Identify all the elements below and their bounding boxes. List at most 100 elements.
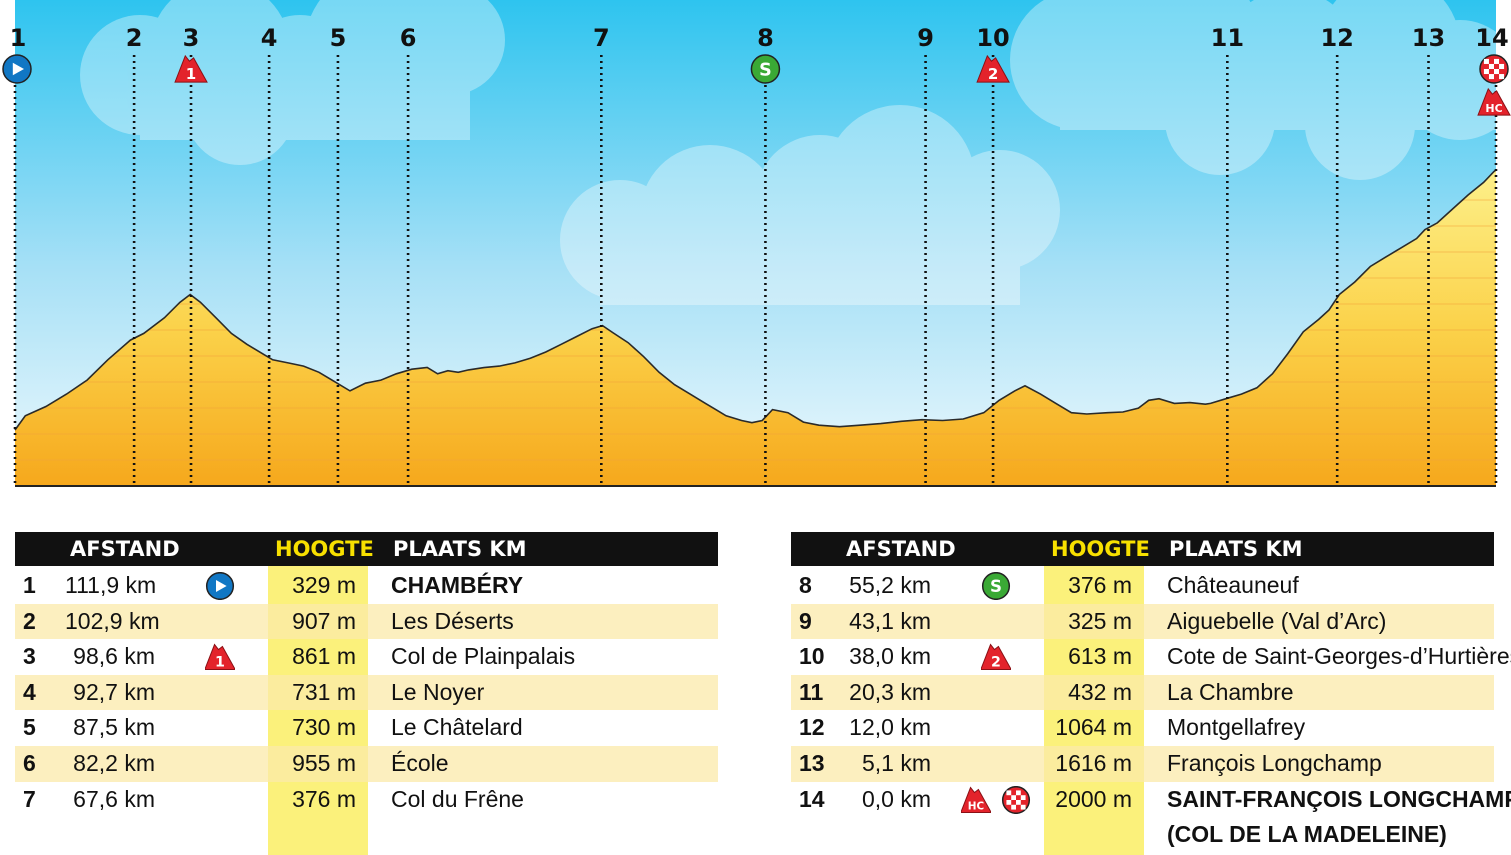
waypoint-index: 11 [799, 678, 824, 705]
waypoint-marker: 2 [126, 24, 143, 486]
table-row-continuation: (COL DE LA MADELEINE) [791, 817, 1494, 853]
distance-value: 38,0 km [849, 643, 931, 670]
distance-value: 82,2 km [73, 750, 155, 776]
altitude-value: 730 m [292, 714, 356, 741]
table-row: 9 43,1 km 325 m Aiguebelle (Val d’Arc) [791, 603, 1494, 640]
distance-value: 12,0 km [849, 714, 931, 741]
distance-value: 111,9 km [65, 572, 157, 598]
distance-value: 5,1 km [861, 750, 931, 776]
header-distance: AFSTAND [70, 537, 180, 561]
place-name-line-2: (COL DE LA MADELEINE) [1167, 821, 1447, 848]
svg-text:HC: HC [1485, 102, 1502, 115]
table-header: AFSTAND HOOGTE PLAATS KM [15, 532, 718, 566]
waypoint-number: 5 [330, 24, 347, 52]
waypoint-marker: 4 [261, 24, 277, 486]
place-name: Le Châtelard [391, 714, 523, 741]
category-2-climb-icon: 2 [976, 54, 1010, 83]
place-name: CHAMBÉRY [391, 572, 524, 598]
waypoint-number: 10 [976, 24, 1009, 52]
altitude-value: 432 m [1068, 678, 1132, 705]
waypoint-number: 3 [183, 24, 200, 52]
waypoint-marker: 31 [174, 24, 208, 486]
table-row: 12 12,0 km 1064 m Montgellafrey [791, 710, 1494, 746]
place-name: Les Déserts [391, 607, 514, 634]
waypoint-index: 6 [23, 750, 36, 776]
waypoint-marker: 14 HC [1475, 24, 1511, 486]
place-name: François Longchamp [1167, 750, 1382, 776]
waypoint-index: 2 [23, 607, 36, 634]
category-1-climb-icon: 1 [174, 54, 208, 83]
place-name: Col de Plainpalais [391, 643, 576, 670]
table-row: 11 20,3 km 432 m La Chambre [791, 674, 1494, 711]
finish-checkered-icon [1001, 785, 1031, 814]
distance-value: 0,0 km [861, 785, 931, 812]
header-altitude: HOOGTE [275, 537, 374, 561]
sprint-s-icon: S [750, 54, 781, 84]
altitude-value: 907 m [292, 607, 356, 634]
waypoint-index: 1 [23, 572, 36, 598]
waypoint-index: 10 [799, 643, 825, 670]
table-header: AFSTAND HOOGTE PLAATS KM [791, 532, 1494, 566]
table-row: 4 92,7 km 731 m Le Noyer [15, 674, 718, 711]
waypoint-table-right: AFSTAND HOOGTE PLAATS KM 8 55,2 km S 376 m C… [791, 532, 1511, 855]
altitude-value: 613 m [1068, 643, 1132, 670]
waypoint-marker: 11 [1211, 24, 1244, 486]
waypoint-index: 3 [23, 643, 36, 670]
svg-text:S: S [990, 577, 1002, 596]
place-name: École [391, 750, 449, 776]
waypoint-number: 2 [126, 24, 143, 52]
waypoint-marker: 1 [2, 24, 32, 486]
table-row: 14 0,0 km HC 2000 m SAINT-FRANÇOIS LONGCHAMP [791, 782, 1511, 818]
place-name: Montgellafrey [1167, 714, 1306, 741]
place-name: SAINT-FRANÇOIS LONGCHAMP [1167, 785, 1511, 812]
place-name: La Chambre [1167, 678, 1294, 705]
waypoint-marker: 12 [1320, 24, 1354, 486]
waypoint-number: 12 [1320, 24, 1353, 52]
waypoint-marker: 10 2 [976, 24, 1010, 486]
distance-value: 43,1 km [849, 607, 931, 634]
waypoint-index: 7 [23, 785, 36, 812]
start-play-icon [2, 54, 32, 84]
category-1-climb-icon: 1 [205, 643, 235, 671]
svg-text:2: 2 [991, 655, 1001, 671]
category-1-climb-icon: 1 [205, 643, 235, 671]
altitude-value: 861 m [292, 643, 356, 670]
waypoint-number: 14 [1475, 24, 1508, 52]
waypoint-index: 14 [799, 785, 825, 812]
category-2-climb-icon: 2 [981, 643, 1011, 671]
finish-checkered-icon [1001, 785, 1031, 814]
table-row: 2 102,9 km 907 m Les Déserts [15, 603, 718, 640]
hors-categorie-climb-icon: HC [961, 786, 991, 813]
start-play-icon [205, 572, 235, 600]
waypoint-marker: 8S [750, 24, 781, 486]
svg-text:1: 1 [215, 655, 225, 671]
svg-text:1: 1 [186, 65, 196, 83]
waypoint-number: 13 [1412, 24, 1445, 52]
header-distance: AFSTAND [846, 537, 956, 561]
altitude-value: 376 m [292, 785, 356, 812]
table-row: 5 87,5 km 730 m Le Châtelard [15, 710, 718, 746]
altitude-value: 2000 m [1055, 785, 1132, 812]
table-row: 13 5,1 km 1616 m François Longchamp [791, 746, 1494, 782]
waypoint-marker: 6 [400, 24, 417, 486]
waypoint-number: 6 [400, 24, 417, 52]
waypoint-marker: 5 [330, 24, 347, 486]
distance-value: 98,6 km [73, 643, 155, 670]
distance-value: 87,5 km [73, 714, 155, 741]
place-name: Châteauneuf [1167, 572, 1299, 598]
svg-text:S: S [759, 60, 772, 80]
distance-value: 55,2 km [849, 572, 931, 598]
category-2-climb-icon: 2 [981, 643, 1011, 671]
waypoint-number: 9 [917, 24, 934, 52]
waypoint-table-left: AFSTAND HOOGTE PLAATS KM 1 111,9 km 329 m C… [15, 532, 718, 855]
altitude-value: 1616 m [1055, 750, 1132, 776]
sprint-s-icon: S [981, 572, 1011, 600]
table-row: 6 82,2 km 955 m École [15, 746, 718, 782]
table-row: 3 98,6 km 1 861 m Col de Plainpalais [15, 639, 718, 675]
sprint-s-icon: S [981, 572, 1011, 600]
place-name: Col du Frêne [391, 785, 524, 812]
waypoint-marker: 9 [917, 24, 934, 486]
altitude-value: 329 m [292, 572, 356, 598]
